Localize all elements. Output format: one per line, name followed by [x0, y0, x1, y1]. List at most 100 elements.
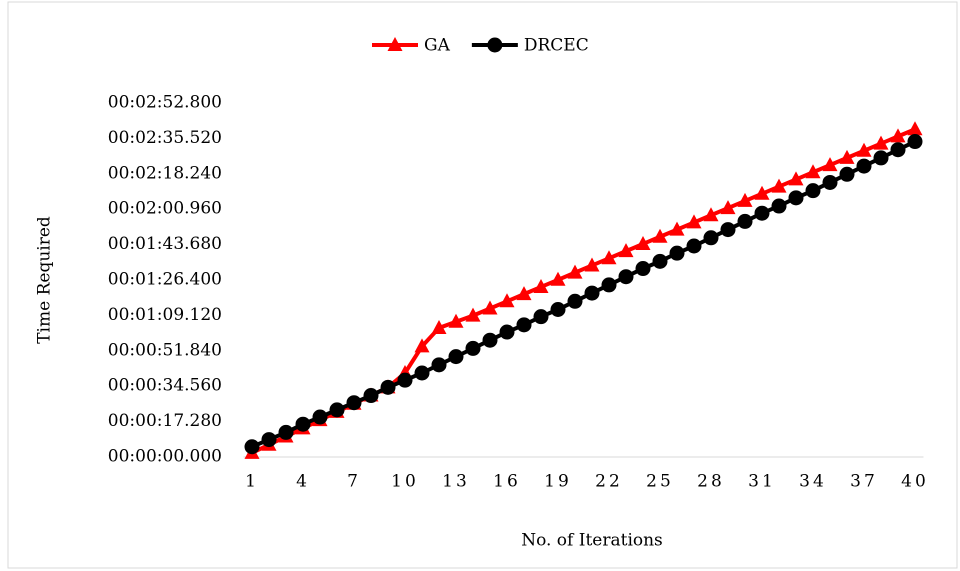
- marker-triangle: [720, 200, 736, 215]
- marker-circle: [686, 238, 702, 254]
- x-tick-label: 19: [544, 472, 572, 492]
- y-tick-label: 00:00:51.840: [108, 340, 222, 360]
- x-tick-label: 1: [245, 472, 259, 492]
- marker-triangle: [771, 178, 787, 193]
- marker-triangle: [448, 313, 464, 328]
- chart-frame: [7, 1, 958, 569]
- marker-circle: [635, 261, 651, 277]
- marker-triangle: [516, 286, 532, 301]
- marker-circle: [720, 222, 736, 238]
- marker-circle: [703, 230, 719, 246]
- x-tick-label: 28: [697, 472, 725, 492]
- x-axis-title: No. of Iterations: [521, 531, 663, 551]
- marker-triangle: [669, 221, 685, 236]
- marker-circle: [487, 37, 503, 53]
- y-tick-label: 00:00:34.560: [108, 376, 222, 396]
- marker-circle: [465, 340, 481, 356]
- marker-triangle: [601, 250, 617, 265]
- marker-triangle: [652, 228, 668, 243]
- marker-circle: [312, 409, 328, 425]
- y-axis-title: Time Required: [35, 216, 55, 344]
- series-line: [251, 139, 916, 449]
- x-tick-label: 34: [799, 472, 827, 492]
- marker-circle: [278, 424, 294, 440]
- marker-circle: [397, 372, 413, 388]
- marker-circle: [261, 432, 277, 448]
- marker-triangle: [907, 121, 923, 136]
- marker-triangle: [822, 157, 838, 172]
- marker-circle: [567, 293, 583, 309]
- marker-triangle: [788, 171, 804, 186]
- marker-triangle: [890, 128, 906, 143]
- y-tick-label: 00:02:52.800: [108, 93, 222, 113]
- marker-triangle: [618, 243, 634, 258]
- x-tick-label: 10: [391, 472, 419, 492]
- marker-circle: [839, 166, 855, 182]
- y-tick-label: 00:00:00.000: [108, 447, 222, 467]
- marker-triangle: [414, 338, 430, 353]
- y-tick-label: 00:01:26.400: [108, 270, 222, 290]
- marker-triangle: [635, 235, 651, 250]
- x-tick-label: 37: [850, 472, 878, 492]
- marker-triangle: [873, 135, 889, 150]
- marker-triangle: [754, 185, 770, 200]
- y-tick-label: 00:02:35.520: [108, 128, 222, 148]
- marker-circle: [754, 205, 770, 221]
- marker-circle: [822, 174, 838, 190]
- marker-circle: [737, 213, 753, 229]
- y-tick-label: 00:00:17.280: [108, 411, 222, 431]
- marker-triangle: [856, 142, 872, 157]
- marker-circle: [380, 379, 396, 395]
- marker-triangle: [737, 192, 753, 207]
- y-tick-label: 00:02:18.240: [108, 163, 222, 183]
- y-tick-label: 00:01:09.120: [108, 305, 222, 325]
- marker-triangle: [482, 300, 498, 315]
- marker-triangle: [387, 37, 403, 51]
- marker-circle: [652, 253, 668, 269]
- marker-circle: [363, 388, 379, 404]
- x-tick-label: 25: [646, 472, 674, 492]
- marker-circle: [329, 402, 345, 418]
- marker-triangle: [703, 207, 719, 222]
- marker-circle: [499, 324, 515, 340]
- legend-label: DRCEC: [524, 36, 589, 56]
- marker-triangle: [584, 257, 600, 272]
- x-tick-label: 31: [748, 472, 776, 492]
- x-tick-label: 13: [442, 472, 470, 492]
- marker-circle: [601, 277, 617, 293]
- marker-circle: [414, 365, 430, 381]
- marker-triangle: [686, 214, 702, 229]
- marker-circle: [448, 349, 464, 365]
- marker-circle: [618, 269, 634, 285]
- marker-circle: [295, 416, 311, 432]
- marker-circle: [431, 357, 447, 373]
- marker-circle: [907, 134, 923, 150]
- x-tick-label: 40: [901, 472, 929, 492]
- x-tick-label: 22: [595, 472, 623, 492]
- x-tick-label: 7: [347, 472, 361, 492]
- marker-circle: [244, 439, 260, 455]
- marker-triangle: [805, 164, 821, 179]
- y-tick-label: 00:02:00.960: [108, 199, 222, 219]
- marker-circle: [346, 395, 362, 411]
- marker-circle: [669, 245, 685, 261]
- marker-triangle: [839, 149, 855, 164]
- marker-circle: [550, 302, 566, 317]
- marker-circle: [805, 183, 821, 199]
- marker-circle: [533, 309, 549, 325]
- y-tick-label: 00:01:43.680: [108, 234, 222, 254]
- marker-triangle: [431, 319, 447, 334]
- x-tick-label: 4: [296, 472, 310, 492]
- marker-triangle: [465, 307, 481, 322]
- marker-circle: [584, 285, 600, 301]
- marker-triangle: [533, 278, 549, 293]
- marker-circle: [788, 190, 804, 206]
- marker-circle: [873, 150, 889, 166]
- marker-circle: [516, 317, 532, 333]
- marker-triangle: [550, 271, 566, 286]
- marker-circle: [890, 142, 906, 158]
- marker-circle: [482, 332, 498, 348]
- marker-circle: [856, 158, 872, 174]
